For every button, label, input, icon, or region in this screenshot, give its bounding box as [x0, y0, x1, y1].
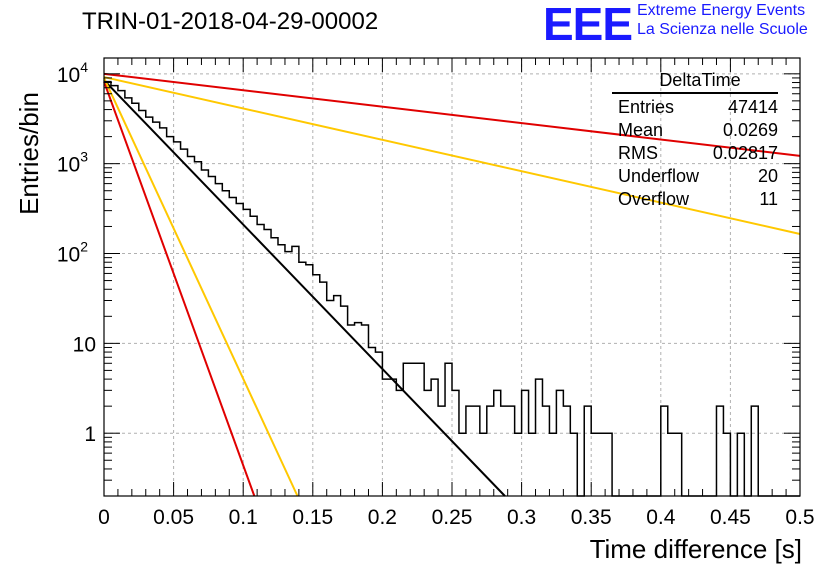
- x-tick-label: 0.15: [292, 506, 333, 529]
- stats-box: DeltaTime Entries 47414 Mean 0.0269 RMS 0.0…: [612, 70, 778, 212]
- fit-lines: [103, 72, 801, 497]
- y-tick-label: 104: [57, 59, 88, 87]
- x-tick-label: 0.05: [153, 506, 194, 529]
- x-tick-label: 0.4: [646, 506, 676, 529]
- fit-line: [103, 72, 801, 157]
- stats-label: Mean: [618, 120, 664, 140]
- stats-row: Overflow 11: [612, 189, 778, 212]
- stats-value: 20: [757, 166, 778, 186]
- fit-line: [103, 81, 256, 497]
- x-tick-label: 0.5: [785, 506, 814, 529]
- x-tick-label: 0.2: [368, 506, 397, 529]
- x-tick-label: 0.3: [507, 506, 536, 529]
- stats-value: 47414: [727, 97, 778, 117]
- stats-label: RMS: [618, 143, 658, 163]
- y-tick-label: 102: [57, 239, 88, 267]
- stats-label: Entries: [618, 97, 675, 117]
- grid: [104, 58, 800, 496]
- y-tick-label: 103: [57, 149, 88, 177]
- fit-line: [103, 77, 299, 497]
- x-axis: 0 0.05 0.1 0.15 0.2 0.25 0.3 0.35 0.4 0.45 0.5: [98, 58, 815, 529]
- x-axis-label: Time difference [s]: [589, 534, 802, 564]
- y-axis-label: Entries/bin: [13, 92, 44, 215]
- stats-value: 0.0269: [722, 120, 778, 140]
- x-tick-label: 0.45: [710, 506, 751, 529]
- org-subtitle: La Scienza nelle Scuole: [637, 21, 808, 38]
- x-tick-label: 0: [98, 506, 110, 529]
- stats-label: Underflow: [618, 166, 700, 186]
- chart-title: TRIN-01-2018-04-29-00002: [82, 8, 379, 35]
- x-tick-label: 0.1: [229, 506, 258, 529]
- fit-line: [103, 79, 506, 497]
- y-tick-label: 10: [73, 333, 96, 356]
- stats-value: 11: [759, 189, 778, 209]
- fit-line: [103, 76, 801, 235]
- stats-row: Mean 0.0269: [612, 120, 778, 143]
- stats-row: RMS 0.02817: [612, 143, 778, 166]
- stats-title: DeltaTime: [659, 70, 741, 90]
- stats-row: Underflow 20: [612, 166, 778, 189]
- stats-row: Entries 47414: [612, 97, 778, 120]
- x-tick-label: 0.25: [432, 506, 473, 529]
- stats-label: Overflow: [618, 189, 690, 209]
- stats-value: 0.02817: [712, 143, 778, 163]
- stats-divider: [612, 92, 778, 94]
- y-tick-label: 1: [84, 423, 96, 446]
- org-name: Extreme Energy Events: [637, 2, 806, 19]
- eee-logo: EEE: [543, 0, 633, 50]
- x-tick-label: 0.35: [571, 506, 612, 529]
- histogram-line: [104, 80, 800, 497]
- y-axis-label-box: Entries/bin: [6, 92, 44, 215]
